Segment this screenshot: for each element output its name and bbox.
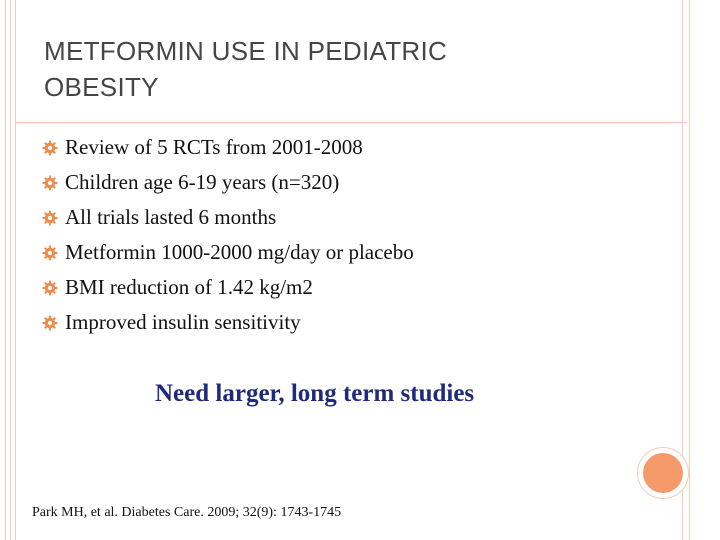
gear-icon	[42, 140, 58, 156]
accent-circle	[643, 453, 683, 493]
callout-text: Need larger, long term studies	[155, 380, 475, 407]
bullet-text: Metformin 1000-2000 mg/day or placebo	[65, 240, 414, 264]
list-item: BMI reduction of 1.42 kg/m2	[42, 270, 602, 305]
left-border-line	[10, 0, 11, 540]
bullet-text: Improved insulin sensitivity	[65, 310, 301, 334]
list-item: Review of 5 RCTs from 2001-2008	[42, 130, 602, 165]
list-item: Improved insulin sensitivity	[42, 305, 602, 340]
bullet-list: Review of 5 RCTs from 2001-2008 Children…	[42, 130, 602, 340]
slide-title: METFORMIN USE IN PEDIATRIC OBESITY	[44, 33, 604, 105]
gear-icon	[42, 280, 58, 296]
gear-icon	[42, 315, 58, 331]
bullet-text: Review of 5 RCTs from 2001-2008	[65, 135, 363, 159]
list-item: All trials lasted 6 months	[42, 200, 602, 235]
list-item: Metformin 1000-2000 mg/day or placebo	[42, 235, 602, 270]
gear-icon	[42, 245, 58, 261]
left-border-line	[15, 0, 16, 540]
gear-icon	[42, 175, 58, 191]
bullet-text: Children age 6-19 years (n=320)	[65, 170, 340, 194]
list-item: Children age 6-19 years (n=320)	[42, 165, 602, 200]
bullet-text: BMI reduction of 1.42 kg/m2	[65, 275, 313, 299]
citation-text: Park MH, et al. Diabetes Care. 2009; 32(…	[32, 505, 342, 520]
bullet-text: All trials lasted 6 months	[65, 205, 277, 229]
left-border-line	[5, 0, 6, 540]
title-divider	[15, 122, 687, 123]
gear-icon	[42, 210, 58, 226]
title-line-1: METFORMIN USE IN PEDIATRIC	[44, 36, 448, 66]
right-border	[682, 0, 690, 540]
title-line-2: OBESITY	[44, 72, 159, 102]
